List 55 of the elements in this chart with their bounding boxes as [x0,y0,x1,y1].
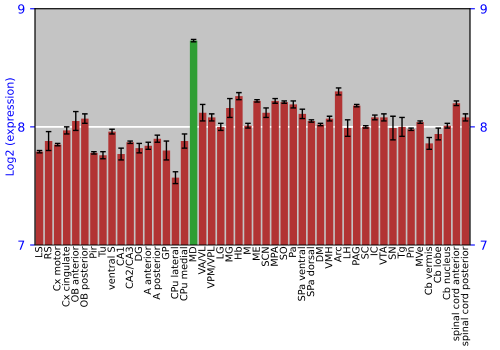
x-tick-label: Hb [234,246,242,259]
y-tick-label: 7 [18,240,24,250]
y-axis-title: Log2 (expression) [5,78,16,176]
x-tick-label: SN [388,247,396,260]
x-tick-label: spinal cord posterior [460,246,470,346]
x-tick-label: PAG [352,247,360,265]
x-tick-label: Cb vermis [424,246,432,295]
x-tick-label: OB posterior [80,246,90,307]
y-tick-label: 8 [18,122,24,132]
x-tick-label: SCN [262,247,269,266]
x-tick-label: VTA [380,246,387,265]
x-tick-label: CPu medial [180,247,188,301]
x-tick-label: Pn [406,247,414,258]
x-tick-label: ventral S [107,246,115,290]
x-tick-label: DG [134,247,142,260]
x-tick-label: LS [35,246,42,258]
x-tick-label: RS [44,246,52,258]
x-tick-label: Pir [89,246,97,258]
x-tick-label: A posterior [152,246,162,300]
x-tick-label: Cb nucleus [442,246,450,300]
x-tick-label: LH [343,247,350,258]
x-tick-label: M [244,247,251,254]
x-tick-label: Tg [398,247,407,259]
y2-tick-label: 8 [480,122,487,132]
x-tick-label: Pa [288,247,296,257]
x-tick-label: VMH [325,247,332,269]
x-tick-label: LG [216,247,224,258]
x-tick-label: SO [280,246,288,260]
x-tick-label: MVe [416,246,423,266]
x-tick-label: Arc [334,246,342,262]
x-tick-label: spinal cord anterior [452,246,462,341]
x-tick-label: CPu lateral [170,247,178,299]
x-tick-label: VA/VL [198,246,206,274]
y2-tick-label: 7 [480,240,487,250]
x-tick-label: OB anterior [71,246,79,302]
x-tick-label: ME [252,247,260,260]
x-tick-label: A anterior [144,246,152,295]
x-tick-label: Cx cingulate [62,246,72,306]
x-tick-label: DM [316,247,324,262]
y2-tick-label: 9 [480,4,487,14]
x-tick-label: Tu [98,247,106,258]
x-tick-label: Cb lobe [434,246,442,283]
x-tick-label: CA2/CA3 [126,247,134,288]
x-tick-label: MD [189,246,196,262]
x-tick-label: SPa ventral [298,247,306,301]
x-tick-label: VPM/VPL [207,246,216,288]
x-tick-label: CA1 [116,247,124,266]
x-tick-label: Cx motor [53,246,60,291]
x-tick-label: SPa dorsal [306,247,314,296]
x-tick-label: GP [162,246,170,260]
x-tick-label: MG [225,247,233,262]
x-tick-label: SC [361,246,369,259]
x-tick-label: MPA [270,246,278,266]
x-tick-label: IC [370,246,378,256]
y-tick-label: 9 [18,4,24,14]
